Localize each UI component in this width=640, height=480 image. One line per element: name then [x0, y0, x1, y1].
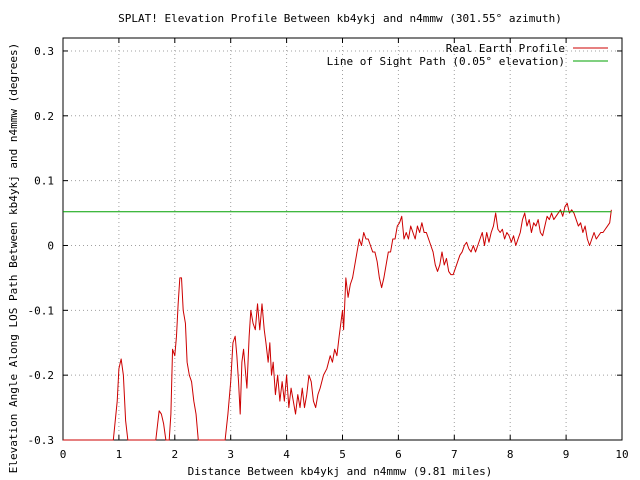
y-axis-label: Elevation Angle Along LOS Path Between k…: [7, 43, 20, 473]
x-tick-label: 10: [615, 448, 628, 461]
x-tick-label: 5: [339, 448, 346, 461]
x-tick-label: 6: [395, 448, 402, 461]
x-tick-label: 4: [283, 448, 290, 461]
y-tick-label: -0.2: [28, 369, 55, 382]
y-tick-label: -0.1: [28, 304, 55, 317]
legend-label-real-earth-profile: Real Earth Profile: [446, 42, 565, 55]
y-tick-label: -0.3: [28, 434, 55, 447]
legend: Real Earth Profile Line of Sight Path (0…: [327, 42, 608, 68]
y-tick-label: 0.1: [34, 175, 54, 188]
x-tick-label: 0: [60, 448, 67, 461]
legend-label-line-of-sight: Line of Sight Path (0.05° elevation): [327, 55, 565, 68]
x-tick-labels: 0 1 2 3 4 5 6 7 8 9 10: [60, 448, 629, 461]
axis-ticks: [62, 38, 623, 441]
series-line-real-earth-profile: [63, 202, 612, 441]
x-tick-label: 1: [116, 448, 123, 461]
y-tick-label: 0: [47, 239, 54, 252]
chart-title: SPLAT! Elevation Profile Between kb4ykj …: [118, 12, 562, 25]
y-tick-label: 0.3: [34, 45, 54, 58]
x-tick-label: 8: [507, 448, 514, 461]
x-tick-label: 2: [171, 448, 178, 461]
y-tick-label: 0.2: [34, 110, 54, 123]
y-tick-labels: -0.3 -0.2 -0.1 0 0.1 0.2 0.3: [28, 45, 55, 447]
x-tick-label: 7: [451, 448, 458, 461]
x-tick-label: 9: [563, 448, 570, 461]
series-layer: [63, 202, 612, 441]
x-tick-label: 3: [227, 448, 234, 461]
x-axis-label: Distance Between kb4ykj and n4mmw (9.81 …: [188, 465, 493, 478]
